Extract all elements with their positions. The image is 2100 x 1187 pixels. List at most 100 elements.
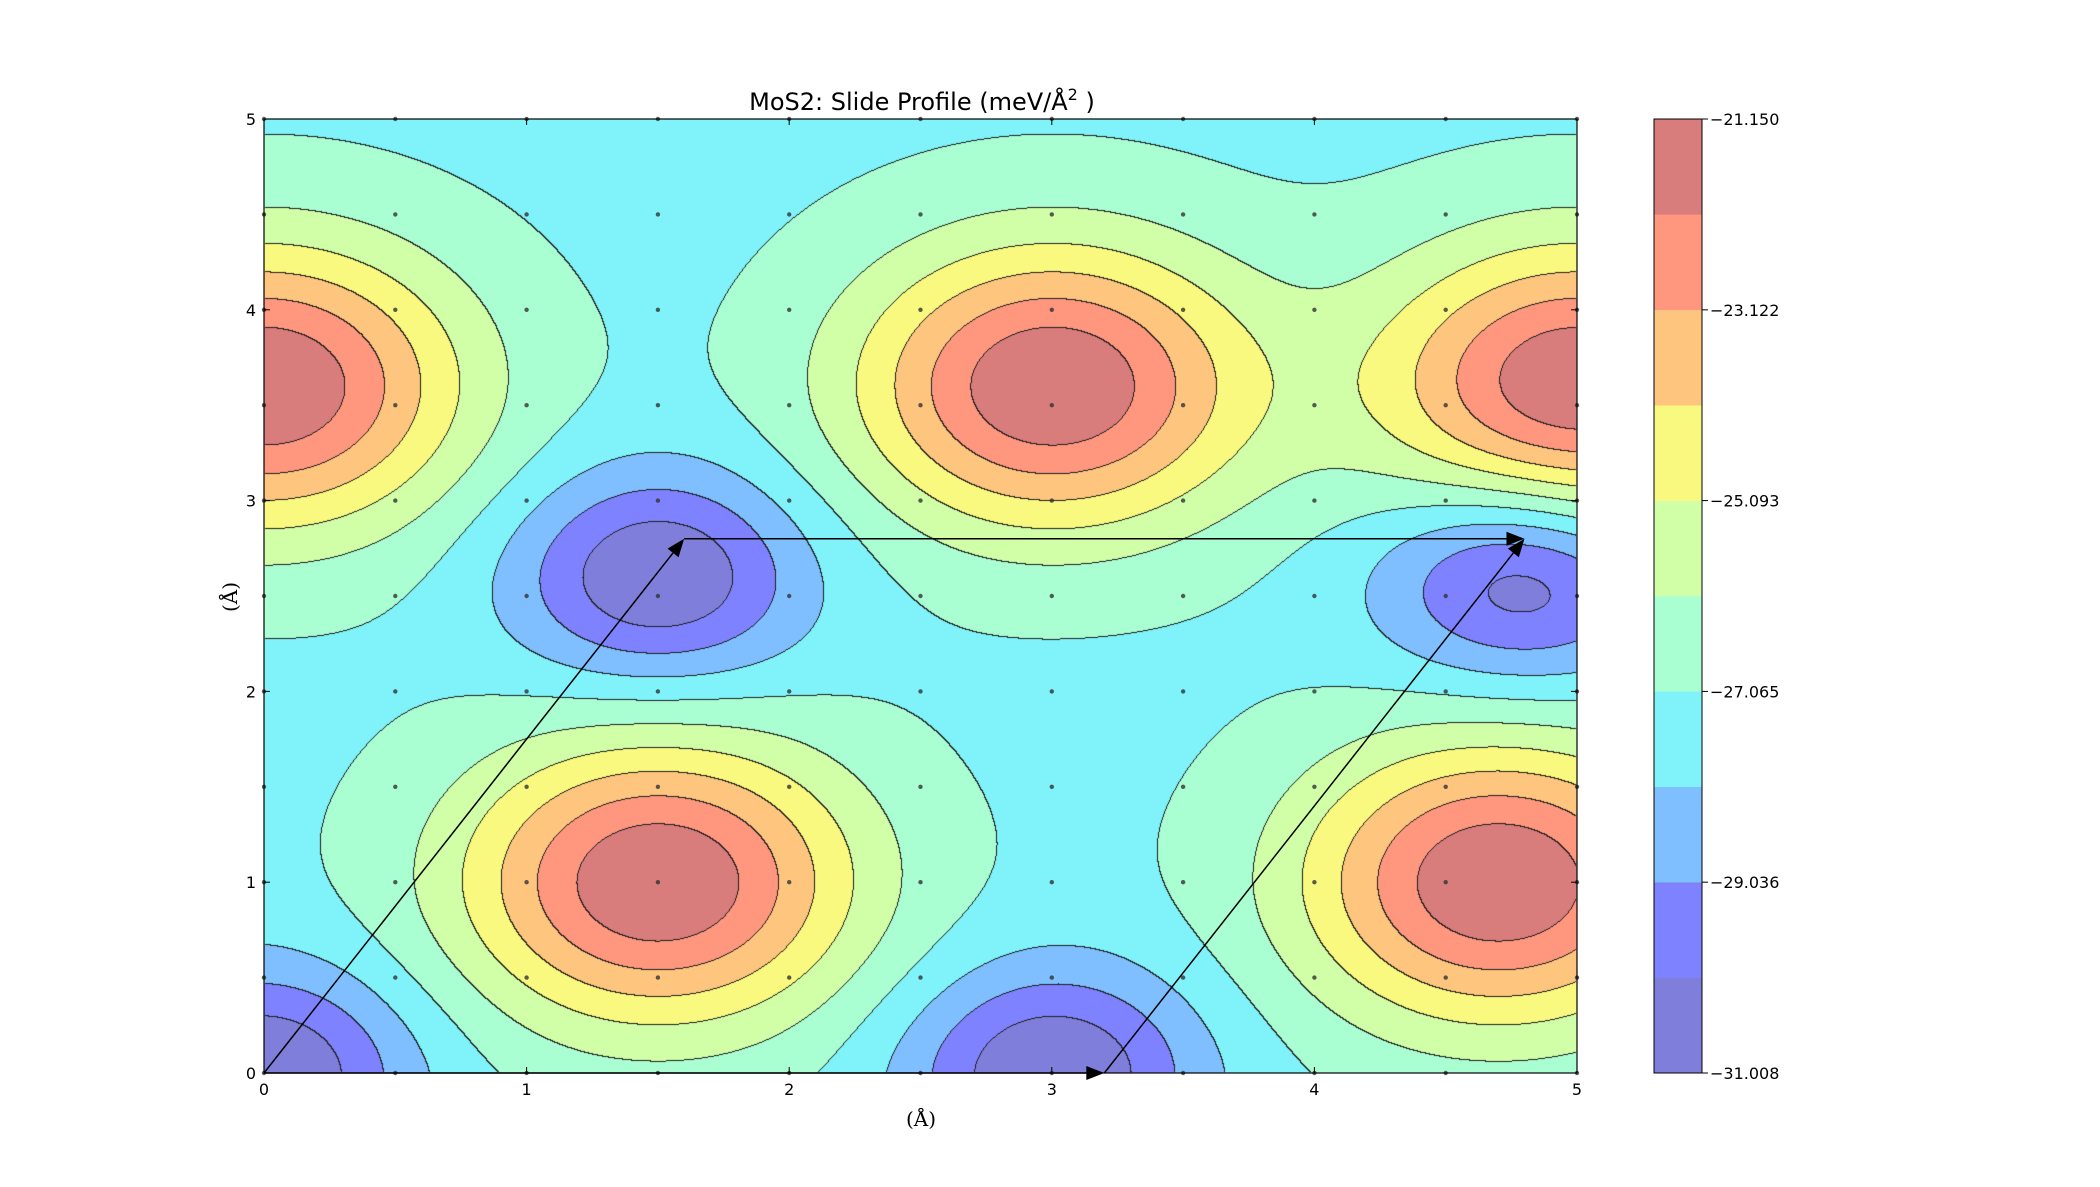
sample-point xyxy=(1312,689,1317,694)
sample-point xyxy=(524,307,529,312)
sample-point xyxy=(1443,403,1448,408)
sample-point xyxy=(655,784,661,789)
colorbar-band xyxy=(1653,118,1703,215)
sample-points xyxy=(261,116,1580,1076)
sample-point xyxy=(918,403,923,408)
sample-point xyxy=(524,880,529,885)
sample-point xyxy=(655,403,661,408)
x-tick-label: 0 xyxy=(259,1080,269,1099)
x-tick-label: 1 xyxy=(522,1080,532,1099)
sample-point xyxy=(787,784,792,789)
sample-point xyxy=(524,403,529,408)
sample-point xyxy=(1049,975,1055,980)
sample-point xyxy=(1443,593,1448,599)
colorbar-band xyxy=(1653,309,1703,406)
y-tick-label: 4 xyxy=(246,301,256,320)
sample-point xyxy=(787,593,792,599)
colorbar-band xyxy=(1653,214,1703,311)
y-tick-label: 2 xyxy=(246,682,256,701)
colorbar-band xyxy=(1653,786,1703,883)
sample-point xyxy=(1049,498,1055,503)
sample-point xyxy=(524,212,529,217)
sample-point xyxy=(918,689,923,694)
colorbar-tick-label: −29.036 xyxy=(1710,873,1779,892)
x-tick-label: 2 xyxy=(784,1080,794,1099)
sample-point xyxy=(787,403,792,408)
sample-point xyxy=(393,975,398,980)
sample-point xyxy=(1049,689,1055,694)
sample-point xyxy=(1180,307,1186,312)
plot-frame xyxy=(263,118,1578,1074)
sample-point xyxy=(655,975,661,980)
colorbar-tick-label: −25.093 xyxy=(1710,492,1779,511)
x-tick-label: 3 xyxy=(1047,1080,1057,1099)
sample-point xyxy=(918,593,923,599)
colorbar-tick-label: −21.150 xyxy=(1710,110,1779,129)
sample-point xyxy=(1049,403,1055,408)
sample-point xyxy=(1180,689,1186,694)
sample-point xyxy=(1443,689,1448,694)
sample-point xyxy=(1049,212,1055,217)
sample-point xyxy=(1180,593,1186,599)
sample-point xyxy=(918,498,923,503)
sample-point xyxy=(655,212,661,217)
sample-point xyxy=(655,307,661,312)
sample-point xyxy=(1443,975,1448,980)
colorbar-tick-label: −27.065 xyxy=(1710,682,1779,701)
sample-point xyxy=(787,975,792,980)
plot-area: 0 1 2 3 4 5 0 1 2 3 4 5 xyxy=(246,110,1582,1099)
sample-point xyxy=(1312,593,1317,599)
y-axis-label: (Å) xyxy=(217,582,242,612)
y-tick-label: 0 xyxy=(246,1064,256,1083)
y-tick-label: 5 xyxy=(246,110,256,129)
x-tick-label: 5 xyxy=(1572,1080,1582,1099)
sample-point xyxy=(1180,403,1186,408)
sample-point xyxy=(1443,498,1448,503)
sample-point xyxy=(787,212,792,217)
x-axis-ticks: 0 1 2 3 4 5 xyxy=(259,119,1582,1099)
colorbar-band xyxy=(1653,691,1703,787)
sample-point xyxy=(524,975,529,980)
sample-point xyxy=(393,212,398,217)
sample-point xyxy=(1312,975,1317,980)
sample-point xyxy=(918,880,923,885)
colorbar-band xyxy=(1653,405,1703,501)
sample-point xyxy=(524,593,529,599)
sample-point xyxy=(393,689,398,694)
colorbar-ticks: −21.150 −23.122 −25.093 −27.065 −29.036 −31.0… xyxy=(1702,110,1779,1083)
y-axis-ticks: 0 1 2 3 4 5 xyxy=(246,110,1577,1083)
sample-point xyxy=(918,784,923,789)
sample-point xyxy=(918,307,923,312)
sample-point xyxy=(524,689,529,694)
colorbar-tick-label: −23.122 xyxy=(1710,301,1779,320)
colorbar-band xyxy=(1653,595,1703,692)
sample-point xyxy=(655,880,661,885)
colorbar-band xyxy=(1653,881,1703,978)
colorbar-tick-label: −31.008 xyxy=(1710,1064,1779,1083)
sample-point xyxy=(1180,784,1186,789)
sample-point xyxy=(1049,593,1055,599)
sample-point xyxy=(1180,880,1186,885)
chart-title: MoS2: Slide Profile (meV/Å2 ) xyxy=(749,85,1095,116)
sample-point xyxy=(393,784,398,789)
y-tick-label: 1 xyxy=(246,873,256,892)
colorbar-bands xyxy=(1653,118,1703,1074)
path-arrow-line xyxy=(1103,552,1514,1074)
path-arrow-line xyxy=(263,552,674,1074)
sample-point xyxy=(1312,784,1317,789)
x-tick-label: 4 xyxy=(1309,1080,1319,1099)
sample-point xyxy=(1312,403,1317,408)
path-arrow-head xyxy=(1507,538,1525,558)
sample-point xyxy=(393,593,398,599)
sample-point xyxy=(1443,784,1448,789)
sample-point xyxy=(1443,212,1448,217)
sample-point xyxy=(393,498,398,503)
sample-point xyxy=(1443,307,1448,312)
sample-point xyxy=(787,689,792,694)
sample-point xyxy=(393,403,398,408)
y-tick-label: 3 xyxy=(246,492,256,511)
x-axis-label: (Å) xyxy=(906,1106,936,1131)
sample-point xyxy=(1312,498,1317,503)
sample-point xyxy=(655,593,661,599)
